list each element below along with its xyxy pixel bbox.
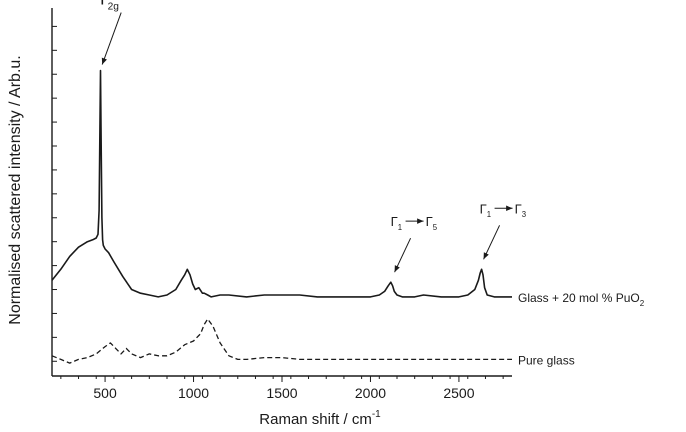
x-axis-label: Raman shift / cm-1 xyxy=(259,409,381,428)
x-tick-label: 2500 xyxy=(443,385,474,401)
annotation-arrow-2-head xyxy=(394,265,400,273)
series-labels: Glass + 20 mol % PuO2 Pure glass xyxy=(518,291,645,368)
annotation-from-2: Γ1 xyxy=(391,214,403,232)
annotation-label-1: T2g xyxy=(97,0,119,13)
series-line-1 xyxy=(51,69,512,298)
x-tick-label: 500 xyxy=(93,385,117,401)
x-axis-label-superscript: -1 xyxy=(372,409,381,420)
annotation-to-3: Γ3 xyxy=(515,201,527,219)
annotation-arrow-1-head xyxy=(101,57,107,65)
x-axis-label-text: Raman shift / cm xyxy=(259,411,372,428)
series-label-2: Pure glass xyxy=(518,353,575,367)
y-axis-label: Normalised scattered intensity / Arb.u. xyxy=(7,55,24,324)
series-label-text: Glass + 20 mol % PuO xyxy=(518,291,640,305)
y-ticks xyxy=(52,25,57,362)
x-tick-label: 2000 xyxy=(355,385,386,401)
x-ticks: 500 1000 1500 2000 2500 xyxy=(60,376,504,401)
annotation-to-2: Γ5 xyxy=(426,214,438,232)
annotations: T2g Γ1 Γ5 Γ1 Γ3 xyxy=(97,0,527,273)
series-label-subscript: 2 xyxy=(640,299,645,308)
series-line-2 xyxy=(51,318,512,364)
x-tick-label: 1000 xyxy=(178,385,209,401)
series-label-text: Pure glass xyxy=(518,353,575,367)
annotation-transition-arrow-3-head xyxy=(506,205,513,212)
series-label-1: Glass + 20 mol % PuO2 xyxy=(518,291,645,308)
series-group xyxy=(51,69,512,364)
annotation-transition-arrow-2-head xyxy=(417,218,424,224)
plot-axes xyxy=(51,8,512,377)
annotation-from-3: Γ1 xyxy=(480,201,492,219)
x-tick-label: 1500 xyxy=(266,385,297,401)
annotation-arrow-3-head xyxy=(483,252,489,260)
annotation-arrow-1 xyxy=(101,12,122,65)
